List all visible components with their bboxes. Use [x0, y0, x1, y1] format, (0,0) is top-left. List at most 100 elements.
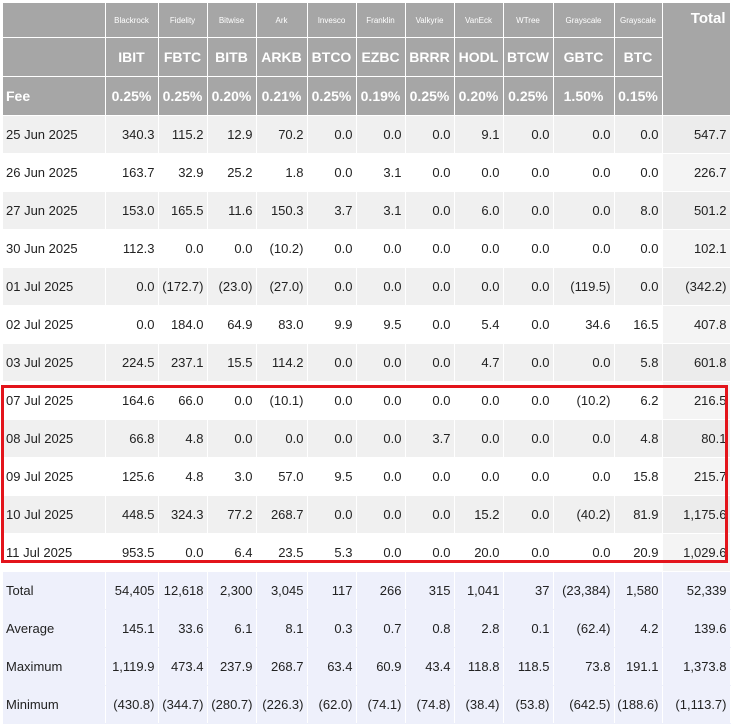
- summary-row: Maximum 1,119.9 473.4 237.9 268.7 63.4 60.9 43.…: [3, 647, 731, 686]
- summary-row: Average 145.1 33.6 6.1 8.1 0.3 0.7 0.8 2.8 0.1 (62…: [3, 609, 731, 648]
- table-row: 03 Jul 2025 224.5 237.1 15.5 114.2 0.0 0.0 0.0 4…: [3, 343, 731, 382]
- flow-value: 0.0: [503, 533, 554, 572]
- flow-value: 4.8: [614, 419, 663, 458]
- flow-value: 81.9: [614, 495, 663, 534]
- flow-value: 114.2: [256, 343, 308, 382]
- flow-value: 0.0: [307, 267, 357, 306]
- flow-value: 0.0: [105, 267, 159, 306]
- ticker-symbol: BRRR: [405, 37, 455, 77]
- summary-value: 0.1: [503, 609, 554, 648]
- flow-value: 66.8: [105, 419, 159, 458]
- summary-value: 268.7: [256, 647, 308, 686]
- flow-value: (119.5): [553, 267, 615, 306]
- row-total: 1,029.6: [662, 533, 731, 572]
- flow-value: 70.2: [256, 115, 308, 154]
- flow-value: 12.9: [207, 115, 257, 154]
- flow-value: 15.5: [207, 343, 257, 382]
- summary-value: (280.7): [207, 685, 257, 724]
- fee-value: 0.25%: [405, 76, 455, 116]
- table-row: 10 Jul 2025 448.5 324.3 77.2 268.7 0.0 0.0 0.0 1…: [3, 495, 731, 534]
- flow-value: 0.0: [454, 267, 504, 306]
- summary-row: Minimum (430.8) (344.7) (280.7) (226.3) (62.0…: [3, 685, 731, 724]
- flow-value: 6.4: [207, 533, 257, 572]
- summary-total: 52,339: [662, 571, 731, 610]
- summary-value: 63.4: [307, 647, 357, 686]
- summary-value: (74.1): [356, 685, 406, 724]
- flow-value: 6.2: [614, 381, 663, 420]
- flow-value: 184.0: [158, 305, 208, 344]
- row-total: 1,175.6: [662, 495, 731, 534]
- row-date: 10 Jul 2025: [3, 495, 106, 534]
- row-total: 407.8: [662, 305, 731, 344]
- row-date: 11 Jul 2025: [3, 533, 106, 572]
- flow-value: 8.0: [614, 191, 663, 230]
- summary-value: (38.4): [454, 685, 504, 724]
- flow-value: 0.0: [356, 381, 406, 420]
- flow-value: (10.2): [553, 381, 615, 420]
- flow-value: 153.0: [105, 191, 159, 230]
- flow-value: 0.0: [503, 115, 554, 154]
- flow-value: 0.0: [454, 381, 504, 420]
- summary-value: 118.8: [454, 647, 504, 686]
- summary-value: (53.8): [503, 685, 554, 724]
- summary-value: 0.8: [405, 609, 455, 648]
- summary-value: (226.3): [256, 685, 308, 724]
- row-total: 547.7: [662, 115, 731, 154]
- table-row: 09 Jul 2025 125.6 4.8 3.0 57.0 9.5 0.0 0.0 0.0 0.…: [3, 457, 731, 496]
- summary-value: 145.1: [105, 609, 159, 648]
- summary-label: Average: [3, 609, 106, 648]
- flow-value: (40.2): [553, 495, 615, 534]
- ticker-symbol: BTCO: [307, 37, 357, 77]
- flow-value: (10.1): [256, 381, 308, 420]
- flow-value: (23.0): [207, 267, 257, 306]
- summary-value: 0.7: [356, 609, 406, 648]
- flow-value: 0.0: [503, 191, 554, 230]
- table-row: 07 Jul 2025 164.6 66.0 0.0 (10.1) 0.0 0.0 0.0 0.…: [3, 381, 731, 420]
- flow-value: 9.1: [454, 115, 504, 154]
- flow-value: 0.0: [553, 419, 615, 458]
- summary-value: 315: [405, 571, 455, 610]
- table-row: 02 Jul 2025 0.0 184.0 64.9 83.0 9.9 9.5 0.0 5.4 0…: [3, 305, 731, 344]
- flow-value: 115.2: [158, 115, 208, 154]
- summary-value: 2,300: [207, 571, 257, 610]
- flow-value: 5.3: [307, 533, 357, 572]
- flow-value: 0.0: [256, 419, 308, 458]
- flow-value: 0.0: [553, 343, 615, 382]
- flow-value: 0.0: [207, 419, 257, 458]
- flow-value: 0.0: [356, 267, 406, 306]
- flow-value: 0.0: [356, 495, 406, 534]
- flow-value: 34.6: [553, 305, 615, 344]
- flow-value: 0.0: [207, 229, 257, 268]
- summary-value: 117: [307, 571, 357, 610]
- flow-value: 3.7: [307, 191, 357, 230]
- flow-value: 0.0: [307, 381, 357, 420]
- flow-value: 32.9: [158, 153, 208, 192]
- flow-value: 268.7: [256, 495, 308, 534]
- flow-value: 0.0: [503, 267, 554, 306]
- flow-value: 0.0: [503, 229, 554, 268]
- flow-value: 3.1: [356, 153, 406, 192]
- flow-value: 0.0: [356, 533, 406, 572]
- flow-value: 0.0: [307, 495, 357, 534]
- summary-value: (74.8): [405, 685, 455, 724]
- row-date: 08 Jul 2025: [3, 419, 106, 458]
- issuer-name: WTree: [503, 3, 554, 38]
- ticker-symbol: BTC: [614, 37, 663, 77]
- row-date: 03 Jul 2025: [3, 343, 106, 382]
- summary-total: (1,113.7): [662, 685, 731, 724]
- flow-value: 237.1: [158, 343, 208, 382]
- summary-value: (62.4): [553, 609, 615, 648]
- row-total: 80.1: [662, 419, 731, 458]
- ticker-symbol: ARKB: [256, 37, 308, 77]
- fee-label: Fee: [3, 76, 106, 116]
- flow-value: 0.0: [405, 457, 455, 496]
- flow-value: (10.2): [256, 229, 308, 268]
- flow-value: 3.7: [405, 419, 455, 458]
- etf-flow-table: Blackrock Fidelity Bitwise Ark Invesco Frankl…: [3, 3, 731, 724]
- summary-label: Minimum: [3, 685, 106, 724]
- summary-value: (188.6): [614, 685, 663, 724]
- flow-value: 3.1: [356, 191, 406, 230]
- flow-value: 16.5: [614, 305, 663, 344]
- flow-value: 0.0: [503, 381, 554, 420]
- flow-value: 25.2: [207, 153, 257, 192]
